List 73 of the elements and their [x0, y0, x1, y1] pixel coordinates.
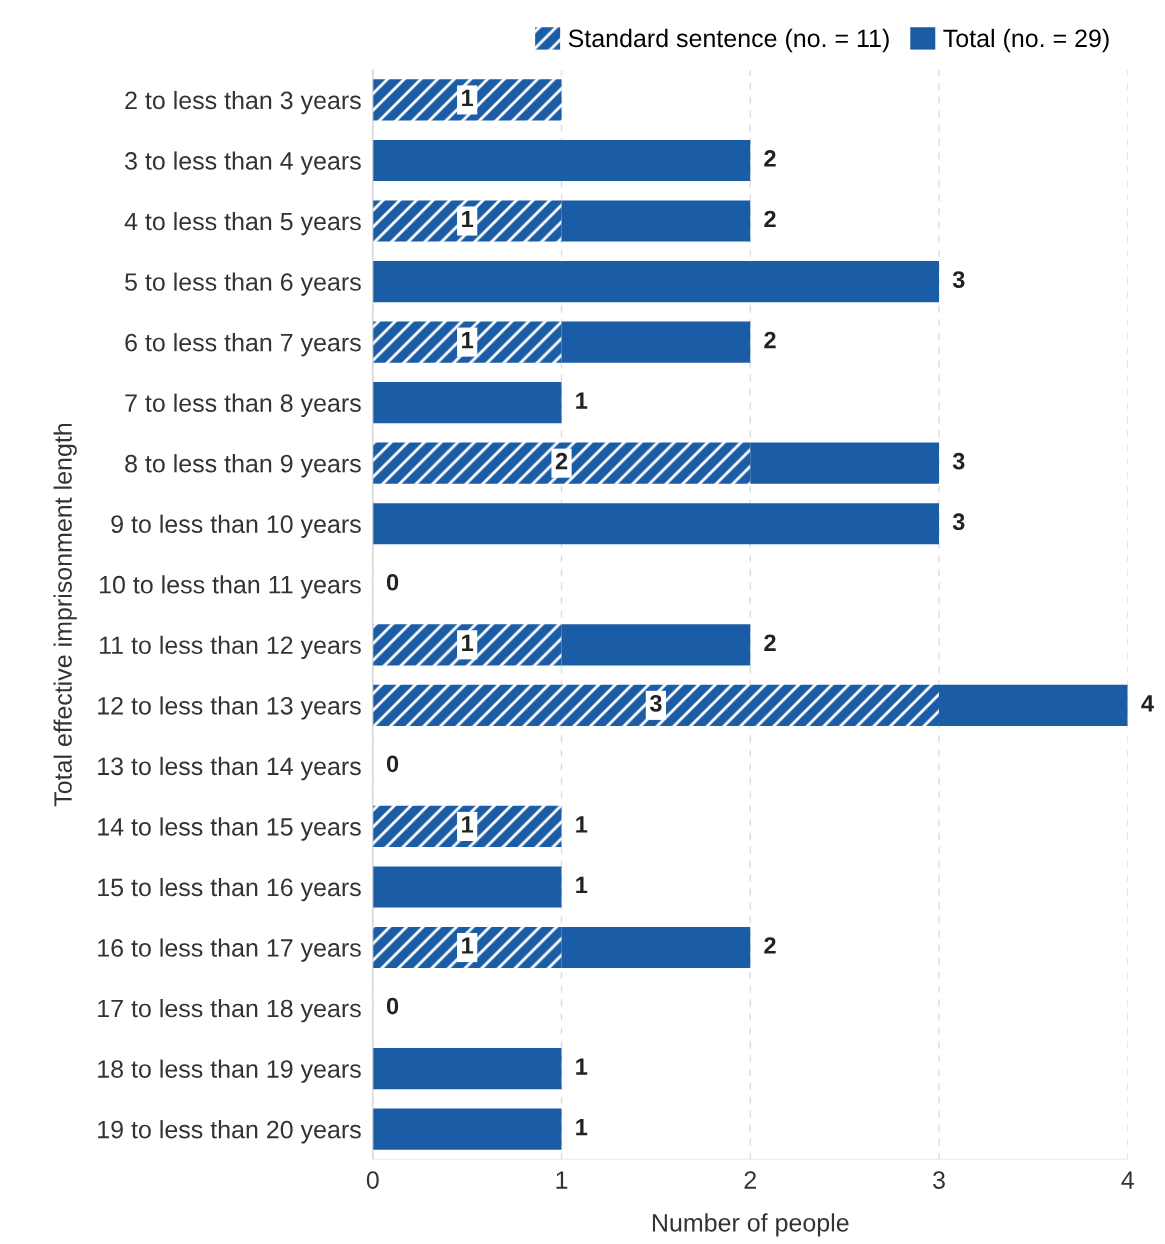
total-label: 0: [386, 573, 399, 591]
bar: [561, 926, 751, 969]
total-label: 4: [1141, 695, 1154, 712]
y-tick-label: 10 to less than 11 years: [100, 575, 361, 599]
total-label: 1: [576, 876, 588, 894]
y-tick-label: 6 to less than 7 years: [125, 333, 361, 357]
bar: [750, 442, 939, 484]
x-axis-title: Number of people: [652, 1213, 849, 1237]
total-label: 2: [764, 331, 776, 349]
bar: [372, 866, 562, 908]
x-tick-label: 3: [932, 1171, 945, 1189]
total-label: 1: [576, 816, 588, 833]
bar: [938, 684, 1128, 726]
total-label: 2: [764, 210, 776, 228]
bar: [372, 624, 562, 666]
bar: [372, 503, 939, 545]
y-tick-label: 5 to less than 6 years: [125, 272, 361, 296]
bar: [372, 805, 562, 848]
bar: [372, 442, 751, 484]
data-label: 3: [649, 694, 662, 712]
bar: [561, 200, 751, 242]
bar: [372, 1108, 562, 1150]
total-label: 2: [764, 150, 776, 167]
legend-label: Standard sentence (no. = 11): [568, 28, 889, 53]
y-tick-label: 4 to less than 5 years: [124, 211, 361, 236]
x-tick-label: 0: [366, 1171, 379, 1189]
y-tick-label: 9 to less than 10 years: [111, 514, 361, 538]
x-tick-label: 2: [744, 1171, 756, 1189]
y-tick-label: 2 to less than 3 years: [125, 90, 361, 115]
data-label: 1: [462, 89, 474, 107]
y-tick-label: 8 to less than 9 years: [125, 454, 361, 478]
legend-label: Total (no. = 29): [943, 28, 1109, 53]
total-label: 3: [952, 271, 965, 288]
bar: [372, 200, 562, 242]
total-label: 3: [952, 513, 965, 531]
total-label: 1: [576, 1119, 588, 1136]
data-label: 2: [555, 452, 568, 470]
total-label: 3: [952, 452, 965, 470]
x-tick-label: 1: [556, 1171, 568, 1189]
y-tick-label: 16 to less than 17 years: [98, 938, 361, 962]
bar: [372, 260, 939, 303]
total-label: 2: [764, 634, 776, 651]
bar: [372, 1048, 562, 1090]
y-tick-label: 12 to less than 13 years: [98, 696, 361, 720]
bar: [372, 79, 562, 121]
total-label: 0: [386, 755, 399, 773]
data-label: 1: [462, 937, 474, 954]
bar: [372, 926, 562, 969]
bar: [372, 382, 562, 424]
x-tick-label: 4: [1121, 1171, 1134, 1189]
y-tick-label: 13 to less than 14 years: [98, 756, 361, 781]
y-tick-label: 19 to less than 20 years: [98, 1120, 361, 1144]
y-tick-label: 11 to less than 12 years: [100, 635, 361, 660]
bar: [561, 321, 751, 363]
data-label: 1: [462, 634, 474, 651]
total-label: 2: [764, 937, 776, 954]
bar: [372, 321, 562, 363]
y-tick-label: 15 to less than 16 years: [98, 877, 361, 902]
data-label: 1: [462, 816, 474, 833]
y-axis-title: Total effective imprisonment length: [53, 423, 77, 807]
data-label: 1: [462, 331, 474, 349]
y-tick-label: 7 to less than 8 years: [125, 393, 361, 417]
total-label: 1: [576, 1058, 588, 1075]
data-label: 1: [462, 210, 474, 228]
y-tick-label: 18 to less than 19 years: [98, 1059, 361, 1083]
y-tick-label: 3 to less than 4 years: [125, 151, 361, 175]
bar: [372, 139, 751, 182]
y-tick-label: 14 to less than 15 years: [98, 817, 361, 841]
bar: [561, 624, 751, 666]
total-label: 0: [386, 997, 399, 1015]
y-tick-label: 17 to less than 18 years: [98, 999, 361, 1023]
total-label: 1: [576, 392, 588, 409]
bar: [372, 684, 939, 726]
